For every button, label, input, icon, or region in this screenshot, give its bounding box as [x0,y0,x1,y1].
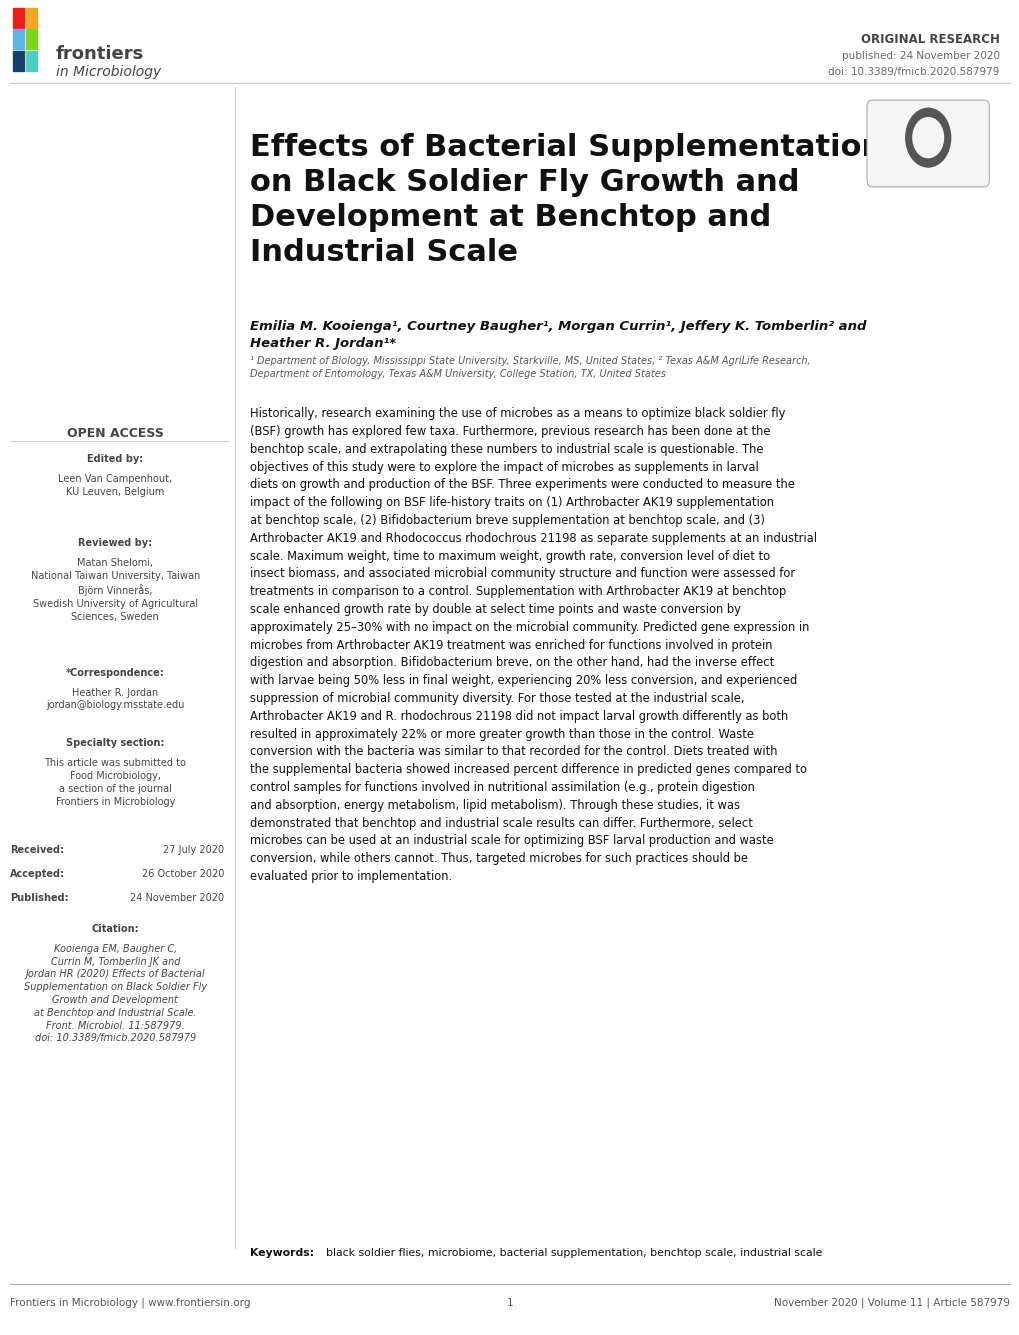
Text: Heather R. Jordan
jordan@biology.msstate.edu: Heather R. Jordan jordan@biology.msstate… [46,688,184,710]
Text: Emilia M. Kooienga¹, Courtney Baugher¹, Morgan Currin¹, Jeffery K. Tomberlin² an: Emilia M. Kooienga¹, Courtney Baugher¹, … [250,320,865,350]
Text: Frontiers in Microbiology | www.frontiersin.org: Frontiers in Microbiology | www.frontier… [10,1298,251,1308]
Bar [25,8,37,28]
Text: 27 July 2020: 27 July 2020 [163,845,224,854]
Text: 24 November 2020: 24 November 2020 [130,893,224,902]
Bar [25,29,37,49]
Text: Kooienga EM, Baugher C,
Currin M, Tomberlin JK and
Jordan HR (2020) Effects of B: Kooienga EM, Baugher C, Currin M, Tomber… [23,944,207,1044]
Text: Edited by:: Edited by: [87,454,144,463]
Bar [13,51,24,71]
Text: Reviewed by:: Reviewed by: [78,538,152,547]
Text: Citation:: Citation: [92,924,139,933]
Text: black soldier flies, microbiome, bacterial supplementation, benchtop scale, indu: black soldier flies, microbiome, bacteri… [326,1248,822,1258]
Text: Keywords:: Keywords: [250,1248,318,1258]
Text: November 2020 | Volume 11 | Article 587979: November 2020 | Volume 11 | Article 5879… [773,1298,1009,1308]
FancyBboxPatch shape [866,100,988,187]
Text: Accepted:: Accepted: [10,869,65,878]
Circle shape [912,117,943,158]
Text: Leen Van Campenhout,
KU Leuven, Belgium: Leen Van Campenhout, KU Leuven, Belgium [58,474,172,497]
Text: *Correspondence:: *Correspondence: [66,668,164,677]
Bar [13,29,24,49]
Text: published: 24 November 2020: published: 24 November 2020 [841,51,999,60]
Text: This article was submitted to
Food Microbiology,
a section of the journal
Fronti: This article was submitted to Food Micro… [44,758,186,806]
Text: Check for
updates: Check for updates [909,162,946,182]
Circle shape [905,108,950,167]
Text: frontiers: frontiers [56,45,145,63]
Text: Received:: Received: [10,845,64,854]
Bar [13,8,24,28]
Text: Historically, research examining the use of microbes as a means to optimize blac: Historically, research examining the use… [250,407,816,882]
Text: Published:: Published: [10,893,68,902]
Text: Effects of Bacterial Supplementation
on Black Soldier Fly Growth and
Development: Effects of Bacterial Supplementation on … [250,134,882,267]
Text: 26 October 2020: 26 October 2020 [142,869,224,878]
Text: Specialty section:: Specialty section: [66,738,164,748]
Text: ¹ Department of Biology, Mississippi State University, Starkville, MS, United St: ¹ Department of Biology, Mississippi Sta… [250,356,810,379]
Bar [25,51,37,71]
Text: Matan Shelomi,
National Taiwan University, Taiwan
Björn Vinnerås,
Swedish Univer: Matan Shelomi, National Taiwan Universit… [31,558,200,622]
Text: 1: 1 [506,1298,513,1307]
Text: ORIGINAL RESEARCH: ORIGINAL RESEARCH [860,33,999,47]
Text: doi: 10.3389/fmicb.2020.587979: doi: 10.3389/fmicb.2020.587979 [827,67,999,76]
Text: OPEN ACCESS: OPEN ACCESS [67,427,163,441]
Text: in Microbiology: in Microbiology [56,65,161,79]
